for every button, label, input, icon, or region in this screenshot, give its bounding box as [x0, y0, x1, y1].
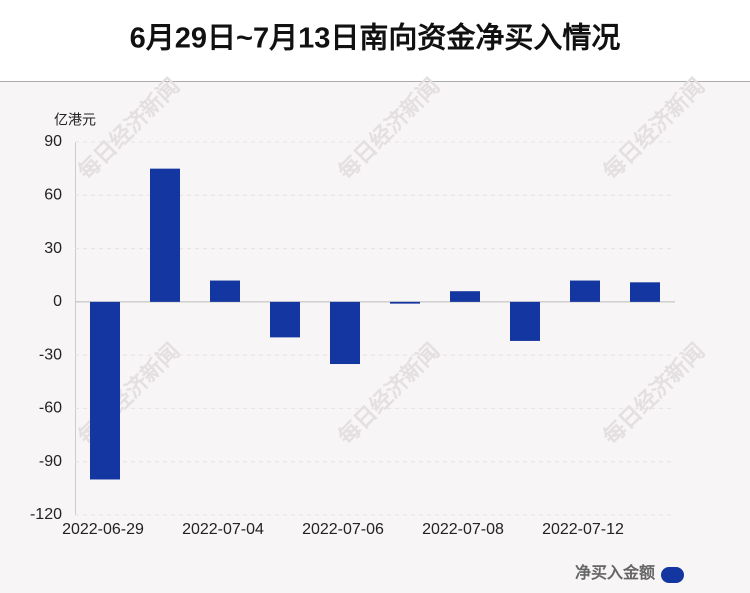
bar [90, 301, 120, 480]
bar [630, 282, 660, 302]
y-tick-label: -30 [39, 346, 62, 363]
bar [570, 280, 600, 302]
watermark: 每日经济新闻 [73, 338, 184, 449]
watermark: 每日经济新闻 [73, 73, 184, 184]
chart-title: 6月29日~7月13日南向资金净买入情况 [130, 21, 621, 55]
x-tick-label: 2022-07-04 [182, 521, 264, 538]
x-tick-label: 2022-07-12 [542, 521, 624, 538]
watermark: 每日经济新闻 [598, 73, 709, 184]
bar [210, 280, 240, 302]
bar [450, 291, 480, 302]
watermark: 每日经济新闻 [333, 73, 444, 184]
bar [510, 301, 540, 341]
y-tick-label: -120 [30, 506, 62, 523]
y-tick-label: 0 [53, 293, 62, 310]
bar [150, 168, 180, 302]
y-tick-label: 90 [44, 133, 62, 150]
bar [270, 301, 300, 338]
y-axis-unit: 亿港元 [54, 112, 96, 128]
x-tick-label: 2022-07-06 [302, 521, 384, 538]
bar [330, 301, 360, 365]
y-tick-label: -60 [39, 400, 62, 417]
y-tick-label: 60 [44, 187, 62, 204]
y-tick-label: -90 [39, 453, 62, 470]
bar [390, 301, 420, 304]
y-tick-label: 30 [44, 240, 62, 257]
x-tick-label: 2022-06-29 [62, 521, 144, 538]
legend-swatch [661, 567, 684, 583]
header-background [0, 0, 750, 81]
x-tick-label: 2022-07-08 [422, 521, 504, 538]
legend-label: 净买入金额 [575, 563, 655, 582]
